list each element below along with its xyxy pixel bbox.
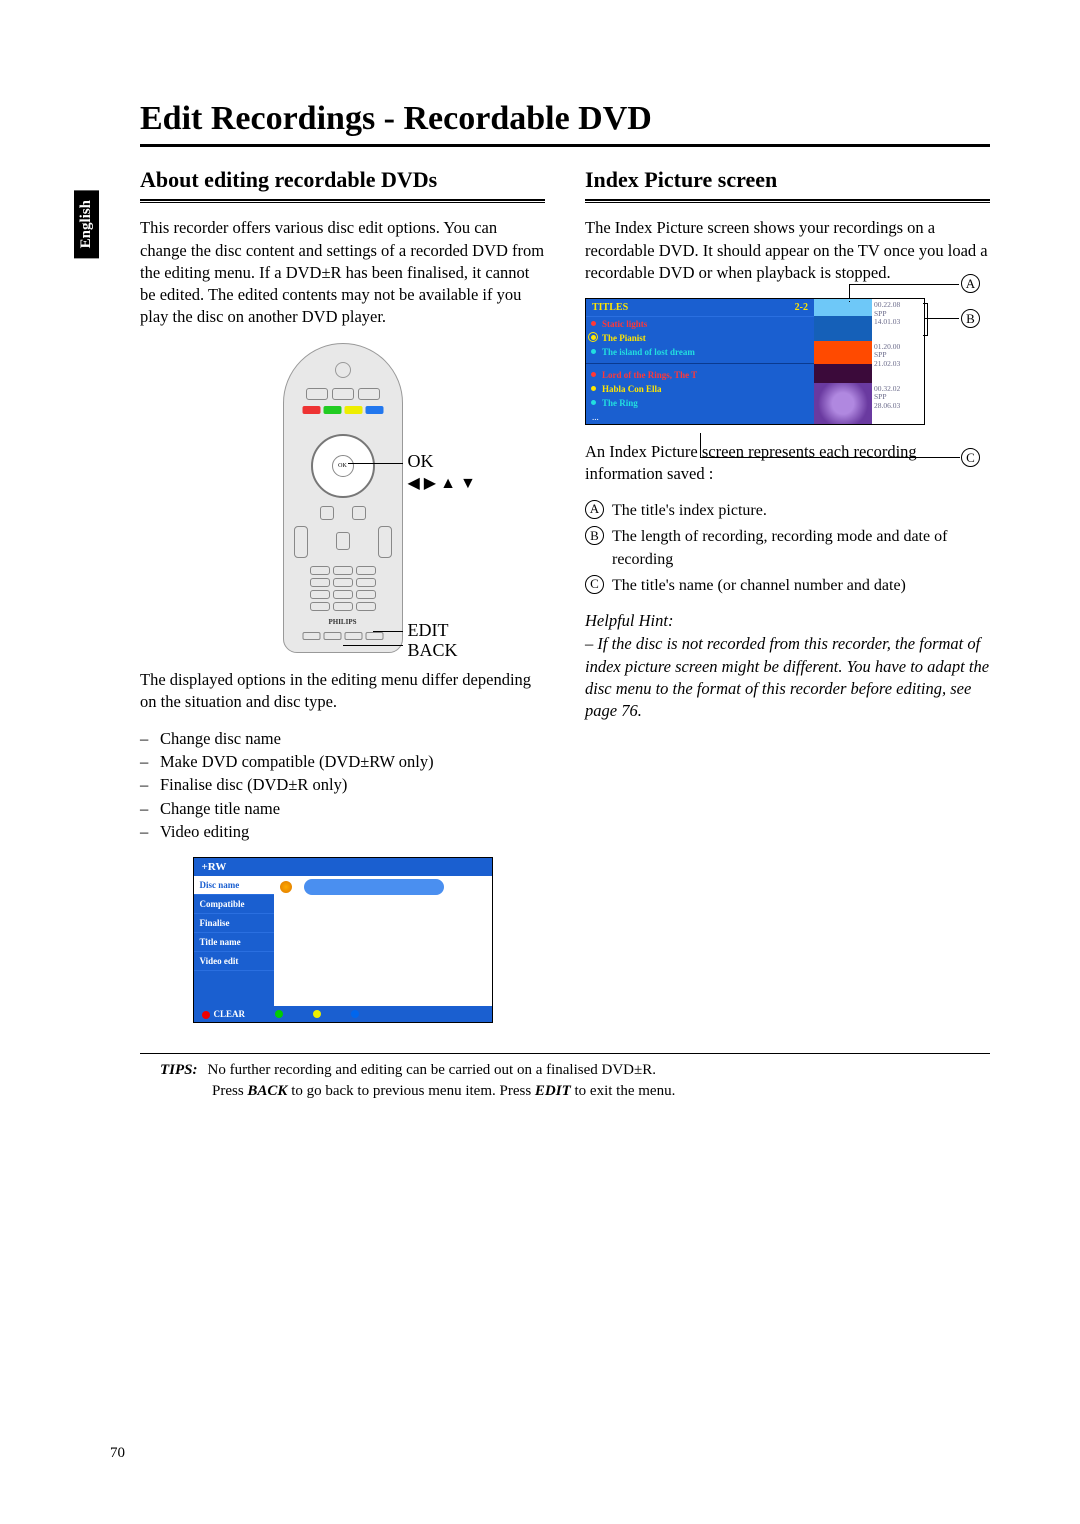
index-title-item: The island of lost dream	[586, 345, 814, 359]
option-item: –Change disc name	[140, 727, 545, 750]
index-title-item: The Ring	[586, 396, 814, 410]
rule-thin	[140, 202, 545, 203]
content-columns: About editing recordable DVDs This recor…	[140, 167, 990, 1023]
rule-thick-r	[585, 199, 990, 201]
info-row: CThe title's name (or channel number and…	[585, 575, 990, 597]
edit-label: EDIT	[408, 620, 449, 641]
option-item: –Video editing	[140, 820, 545, 843]
index-thumbnails: 00.22.08SPP14.01.0301.20.00SPP21.02.0300…	[814, 299, 924, 424]
info-row: BThe length of recording, recording mode…	[585, 526, 990, 571]
index-title-list: TITLES 2-2 Static lightsThe PianistThe is…	[586, 299, 814, 424]
titles-label: TITLES	[592, 302, 628, 313]
tips-block: TIPS: No further recording and editing ca…	[160, 1060, 990, 1102]
ok-label: OK	[408, 451, 434, 472]
index-title-item: Habla Con Ella	[586, 382, 814, 396]
tips-line1: No further recording and editing can be …	[208, 1062, 657, 1078]
menu-item: Title name	[194, 933, 274, 952]
hint-heading: Helpful Hint:	[585, 611, 990, 631]
edit-menu-screenshot: +RW Disc nameCompatibleFinaliseTitle nam…	[193, 857, 493, 1023]
tips-label: TIPS:	[160, 1062, 198, 1078]
arrows-label: ◀ ▶ ▲ ▼	[408, 473, 476, 493]
index-screen: TITLES 2-2 Static lightsThe PianistThe is…	[585, 298, 925, 425]
clear-label: CLEAR	[214, 1009, 246, 1019]
right-para2: An Index Picture screen represents each …	[585, 441, 990, 486]
right-heading: Index Picture screen	[585, 167, 990, 193]
edit-options-list: –Change disc name–Make DVD compatible (D…	[140, 727, 545, 842]
remote-body: OK PHILIPS	[283, 343, 403, 653]
right-column: Index Picture screen The Index Picture s…	[585, 167, 990, 1023]
menu-item: Video edit	[194, 952, 274, 971]
page-number: 70	[110, 1445, 125, 1462]
option-item: –Finalise disc (DVD±R only)	[140, 773, 545, 796]
menu-item: Finalise	[194, 914, 274, 933]
hint-text: – If the disc is not recorded from this …	[585, 633, 990, 722]
right-para1: The Index Picture screen shows your reco…	[585, 217, 990, 284]
callout-info-list: AThe title's index picture. BThe length o…	[585, 500, 990, 598]
left-para2: The displayed options in the editing men…	[140, 669, 545, 714]
left-heading: About editing recordable DVDs	[140, 167, 545, 193]
option-item: –Change title name	[140, 797, 545, 820]
option-item: –Make DVD compatible (DVD±RW only)	[140, 750, 545, 773]
callout-B: B	[961, 309, 980, 328]
index-picture-wrap: TITLES 2-2 Static lightsThe PianistThe is…	[585, 298, 985, 425]
index-thumb-row: 01.20.00SPP21.02.03	[814, 341, 924, 383]
page-title: Edit Recordings - Recordable DVD	[140, 100, 990, 138]
index-thumb-row: 00.22.08SPP14.01.03	[814, 299, 924, 341]
tips-l2a: Press	[212, 1083, 247, 1099]
menu-item: Disc name	[194, 876, 274, 895]
menu-content	[274, 876, 492, 1006]
index-thumb-row: 00.32.02SPP28.06.03	[814, 383, 924, 425]
manual-page: English Edit Recordings - Recordable DVD…	[0, 0, 1080, 1524]
back-label: BACK	[408, 640, 458, 661]
menu-footer: CLEAR	[194, 1006, 492, 1022]
remote-brand: PHILIPS	[328, 618, 356, 626]
index-title-item: The Pianist	[586, 331, 814, 345]
callout-A: A	[961, 274, 980, 293]
tips-edit: EDIT	[535, 1083, 571, 1099]
info-row: AThe title's index picture.	[585, 500, 990, 522]
language-tab: English	[74, 190, 99, 258]
tips-back: BACK	[247, 1083, 287, 1099]
tips-l2e: to exit the menu.	[571, 1083, 676, 1099]
index-title-item: Static lights	[586, 317, 814, 331]
left-para1: This recorder offers various disc edit o…	[140, 217, 545, 328]
tips-l2c: to go back to previous menu item. Press	[287, 1083, 534, 1099]
index-title-item: Lord of the Rings, The T	[586, 368, 814, 382]
title-rule	[140, 144, 990, 147]
titles-count: 2-2	[795, 302, 808, 313]
menu-sidebar: Disc nameCompatibleFinaliseTitle nameVid…	[194, 876, 274, 1006]
rule-thick	[140, 199, 545, 201]
left-column: About editing recordable DVDs This recor…	[140, 167, 545, 1023]
tips-rule	[140, 1053, 990, 1054]
menu-header: +RW	[194, 858, 492, 876]
remote-illustration: OK PHILIPS OK ◀ ▶ ▲ ▼ EDIT BACK	[193, 343, 493, 653]
rule-thin-r	[585, 202, 990, 203]
menu-item: Compatible	[194, 895, 274, 914]
